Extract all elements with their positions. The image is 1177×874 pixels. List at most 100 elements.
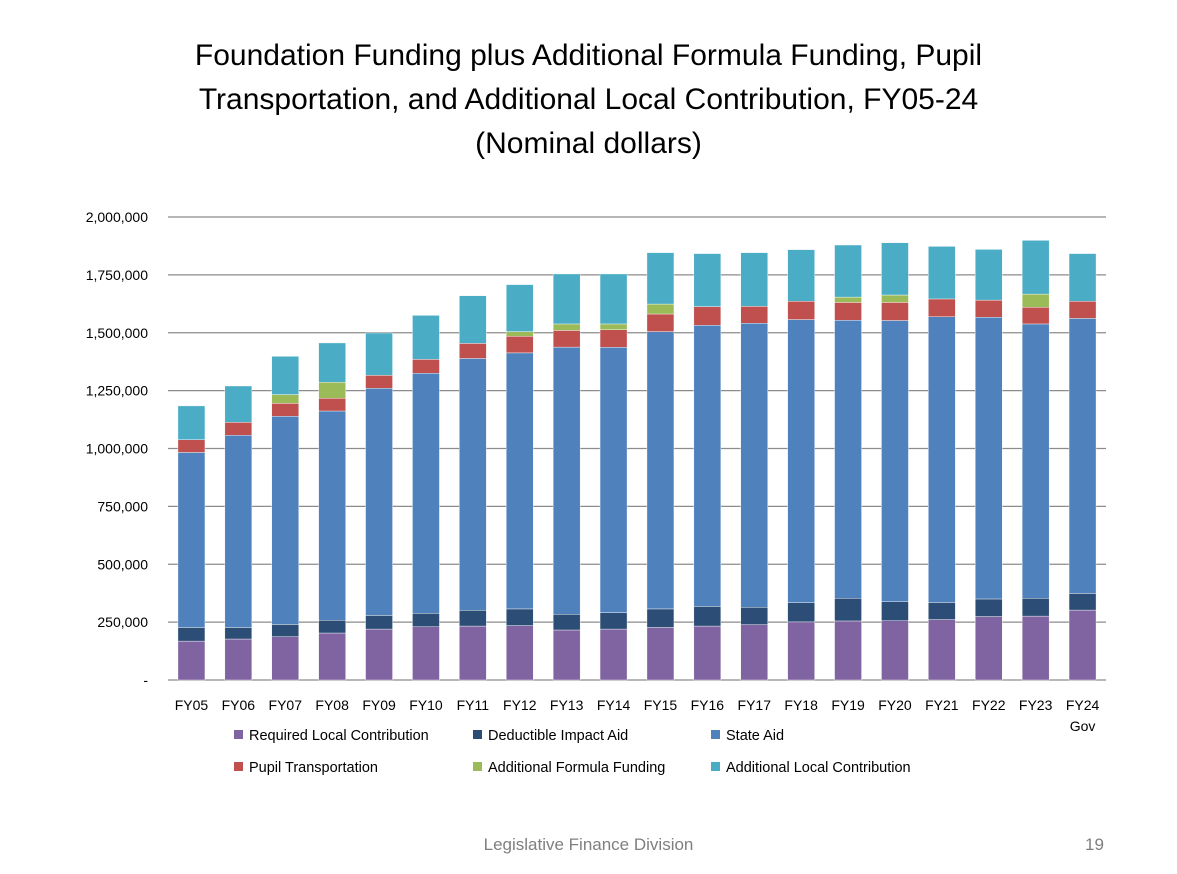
chart-title-line: (Nominal dollars)	[475, 127, 702, 160]
bar-segment	[693, 625, 722, 681]
bar-segment	[881, 601, 909, 621]
bar-segment	[552, 346, 581, 615]
bar-segment	[224, 627, 253, 640]
bar-segment	[599, 323, 628, 330]
x-tick-label: FY12	[503, 697, 537, 713]
y-tick-label: 1,250,000	[86, 383, 148, 399]
bar-segment	[412, 315, 440, 360]
x-tick-label: FY09	[362, 697, 396, 713]
bar-segment	[693, 606, 722, 627]
bar-segment	[599, 347, 628, 613]
legend-swatch	[234, 730, 243, 739]
bar-segment	[787, 621, 815, 681]
x-tick-label: FY19	[831, 697, 865, 713]
bar-segment	[975, 299, 1003, 318]
bar-segment	[459, 358, 487, 611]
bar-segment	[646, 313, 675, 332]
legend-swatch	[711, 730, 720, 739]
x-tick-label: FY21	[925, 697, 959, 713]
bar-segment	[1021, 615, 1050, 681]
bar-segment	[412, 359, 440, 374]
legend-swatch	[711, 762, 720, 771]
bar-segment	[881, 302, 909, 321]
legend-item: Additional Formula Funding	[473, 760, 665, 776]
x-axis-tick-labels: FY05 FY06 FY07 FY08 FY09 FY10 FY11 FY12 FY13 FY14…	[175, 697, 1100, 734]
bar-segment	[740, 624, 768, 681]
bar-stack	[224, 385, 253, 681]
bar-stack	[787, 249, 815, 681]
y-tick-label: 750,000	[97, 498, 148, 514]
legend-swatch	[473, 730, 482, 739]
bar-segment	[834, 296, 862, 303]
chart-title: Foundation Funding plus Additional Formu…	[0, 34, 1177, 166]
bar-segment	[928, 602, 956, 620]
bar-stack	[693, 253, 722, 681]
bar-segment	[271, 416, 299, 625]
bar-segment	[928, 316, 956, 603]
legend-label: State Aid	[726, 728, 784, 744]
bar-segment	[1021, 293, 1050, 308]
bar-segment	[506, 331, 534, 337]
bar-stack	[412, 315, 440, 681]
bar-stack	[365, 332, 393, 681]
bars	[177, 240, 1097, 681]
bar-segment	[787, 249, 815, 302]
bar-segment	[646, 303, 675, 315]
bar-segment	[646, 627, 675, 681]
bar-segment	[506, 352, 534, 610]
bar-segment	[787, 319, 815, 603]
bar-segment	[928, 298, 956, 317]
bar-segment	[881, 320, 909, 602]
bar-segment	[506, 284, 534, 332]
x-tick-label: FY18	[784, 697, 818, 713]
bar-stack	[177, 405, 206, 681]
bar-segment	[834, 598, 862, 622]
bar-segment	[881, 620, 909, 681]
bar-segment	[177, 640, 206, 681]
bar-segment	[740, 306, 768, 324]
bar-segment	[318, 342, 346, 383]
chart-title-line: Foundation Funding plus Additional Formu…	[194, 39, 983, 72]
bar-segment	[1021, 323, 1050, 599]
bar-segment	[271, 394, 299, 404]
bar-segment	[224, 385, 253, 423]
bar-stack	[552, 273, 581, 681]
x-tick-label: FY16	[691, 697, 725, 713]
bar-segment	[506, 625, 534, 681]
bar-stack	[1021, 240, 1050, 681]
y-tick-label: 500,000	[97, 556, 148, 572]
bar-stack	[318, 342, 346, 681]
x-tick-label: FY08	[315, 697, 349, 713]
x-tick-label: FY11	[457, 697, 490, 713]
bar-segment	[693, 306, 722, 326]
bar-segment	[693, 325, 722, 607]
legend-item: Pupil Transportation	[234, 760, 378, 776]
bar-segment	[834, 620, 862, 681]
bar-segment	[975, 317, 1003, 600]
bar-segment	[224, 435, 253, 628]
bar-segment	[1068, 253, 1097, 302]
bar-segment	[1068, 609, 1097, 681]
bar-segment	[459, 343, 487, 359]
bar-segment	[1068, 318, 1097, 594]
bar-segment	[365, 375, 393, 389]
bar-segment	[271, 624, 299, 637]
bar-segment	[365, 388, 393, 616]
bar-stack	[459, 295, 487, 681]
legend: Required Local Contribution Deductible Im…	[234, 728, 911, 776]
bar-segment	[459, 610, 487, 627]
bar-segment	[506, 336, 534, 354]
bar-segment	[975, 598, 1003, 617]
bar-segment	[646, 608, 675, 628]
bar-segment	[412, 626, 440, 681]
legend-label: Pupil Transportation	[249, 760, 378, 776]
bar-segment	[552, 629, 581, 681]
bar-stack	[881, 242, 909, 681]
bar-segment	[271, 636, 299, 681]
y-tick-label: 2,000,000	[86, 209, 148, 225]
bar-segment	[881, 294, 909, 303]
y-tick-label: 250,000	[97, 614, 148, 630]
bar-segment	[318, 398, 346, 412]
bar-segment	[552, 323, 581, 331]
